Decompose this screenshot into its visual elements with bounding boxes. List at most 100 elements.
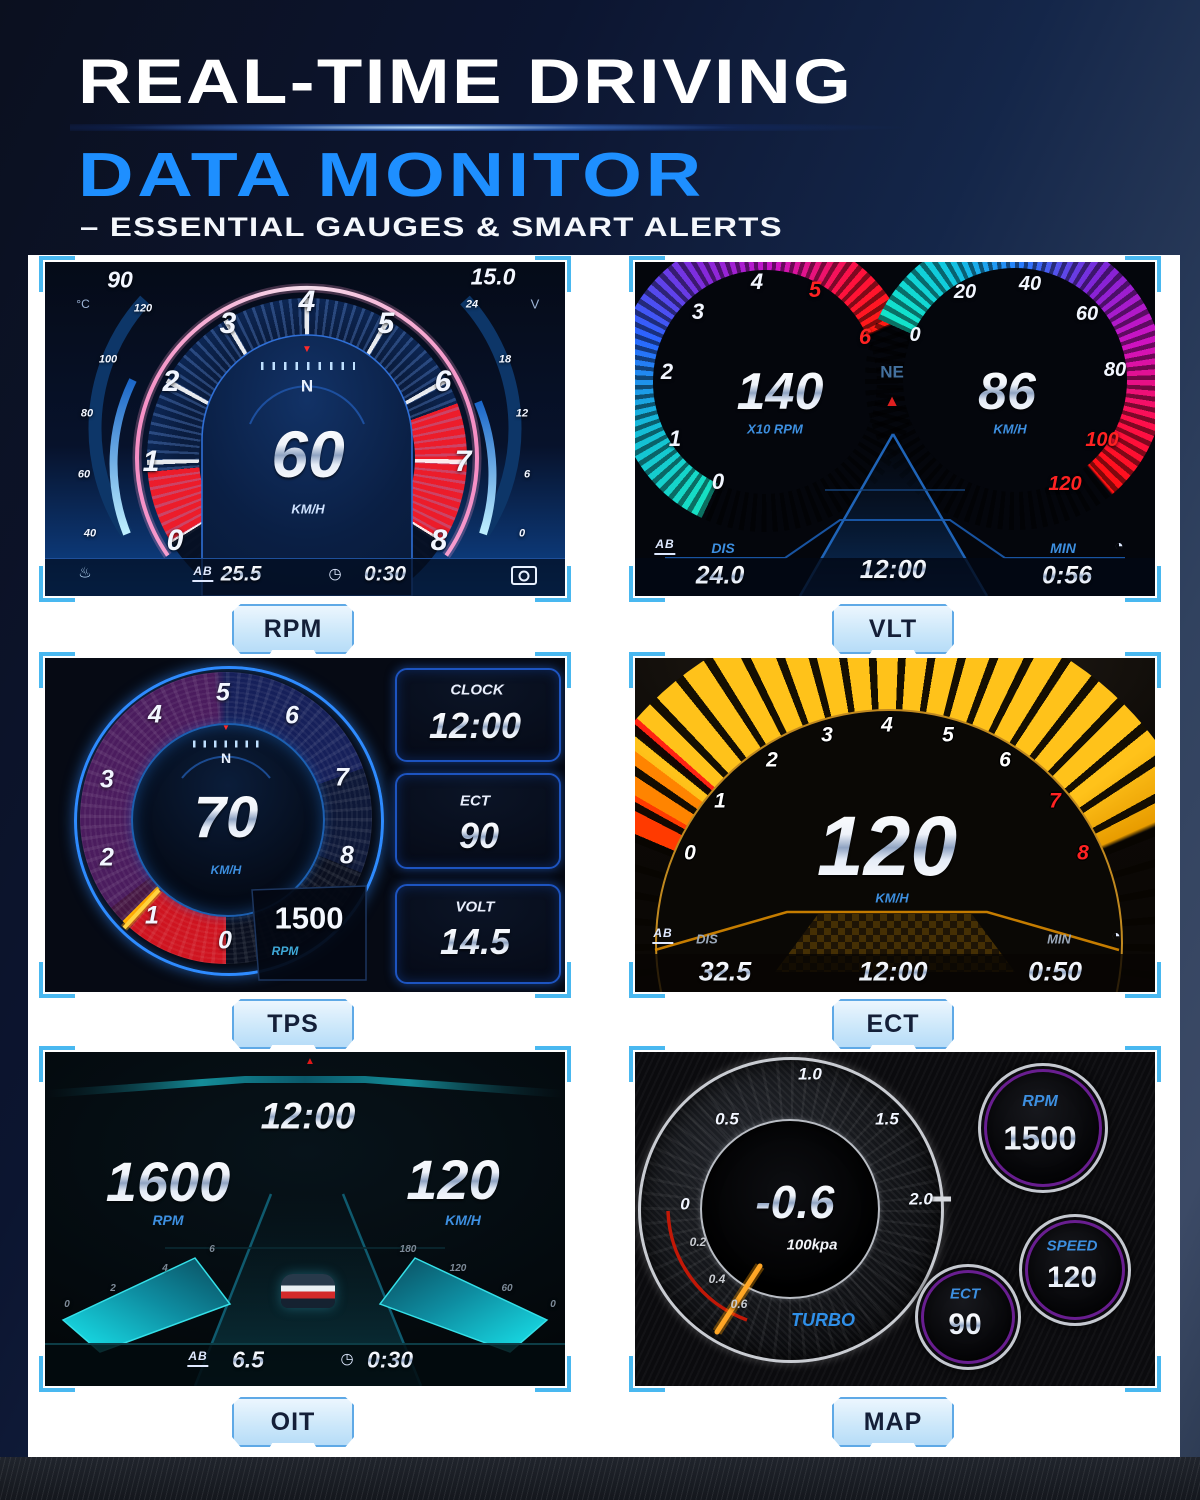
speed-number-100: 100 xyxy=(1085,429,1119,451)
min-label: MIN xyxy=(1047,931,1071,947)
dial-number-1: 1 xyxy=(714,789,726,813)
speed-scale-180: 180 xyxy=(399,1244,417,1255)
temp-gauge-fill xyxy=(109,378,137,536)
volt-max-value: 15.0 xyxy=(470,263,516,290)
volt-scale-12: 12 xyxy=(515,407,529,420)
dial-number-3: 3 xyxy=(100,765,114,794)
dial-number-0: 0 xyxy=(218,926,232,955)
badge-oit: OIT xyxy=(232,1397,354,1447)
drive-time-value: 0:30 xyxy=(363,562,407,586)
clock-value: 12:00 xyxy=(260,1095,356,1137)
gauge-icon: ◔ xyxy=(1111,927,1121,945)
tach-number-4: 4 xyxy=(298,285,316,318)
tach-number-7: 7 xyxy=(454,445,472,478)
rpm-scale-6: 6 xyxy=(209,1244,215,1255)
temp-scale-80: 80 xyxy=(80,407,94,420)
rpm-inset-unit: RPM xyxy=(271,944,299,958)
dial-number-7: 7 xyxy=(1049,789,1061,813)
speed-unit: KM/H xyxy=(875,890,909,906)
compass-pointer-icon: ▲ xyxy=(884,393,900,410)
badge-rpm: RPM xyxy=(232,604,354,654)
temp-unit: °C xyxy=(76,297,90,311)
vacuum-scale-0_6: 0.6 xyxy=(730,1297,748,1311)
dial-number-6: 6 xyxy=(285,701,299,730)
trip-value: 6.5 xyxy=(232,1346,264,1373)
status-bar-bg xyxy=(45,1344,565,1386)
speed-number-80: 80 xyxy=(1103,359,1127,381)
tach-number-3: 3 xyxy=(691,299,705,324)
trip-ab-icon: AB xyxy=(654,537,676,555)
temp-max-value: 90 xyxy=(107,266,133,293)
dial-number-4: 4 xyxy=(148,700,162,729)
mini-rpm-value: 1500 xyxy=(1003,1119,1077,1157)
compass-heading: N xyxy=(220,750,232,766)
scale-0: 0 xyxy=(680,1194,690,1214)
clock-value: 12:00 xyxy=(858,956,928,987)
tach-number-0: 0 xyxy=(166,524,184,557)
tach-number-6: 6 xyxy=(858,324,872,349)
subtitle: – ESSENTIAL GAUGES & SMART ALERTS xyxy=(80,212,783,242)
panel-tps-gauge: 0 1 2 3 4 5 6 7 8 ▼ N 70 KM/H 1500 RPM C… xyxy=(45,658,565,992)
speed-scale-60: 60 xyxy=(501,1283,513,1294)
coolant-temp-icon: ♨ xyxy=(78,564,92,582)
min-value: 0:50 xyxy=(1027,956,1083,987)
tile-clock-label: CLOCK xyxy=(450,681,504,699)
temp-scale-40: 40 xyxy=(83,527,97,540)
speed-number-20: 20 xyxy=(953,281,977,303)
clock-icon: ◷ xyxy=(328,565,342,583)
tach-number-6: 6 xyxy=(434,365,452,398)
panel-map-gauge: 0 0.5 1.0 1.5 2.0 0.2 0.4 0.6 -0.6 100kp… xyxy=(635,1052,1155,1386)
scale-1_0: 1.0 xyxy=(798,1064,822,1084)
compass-pointer-icon: ▲ xyxy=(305,1056,315,1067)
panel-rpm-gauge: 90 °C 120 100 80 60 40 15.0 V 24 18 12 6… xyxy=(45,262,565,596)
rpm-unit: RPM xyxy=(152,1212,184,1228)
speed-scale-0: 0 xyxy=(550,1299,556,1310)
tach-number-5: 5 xyxy=(808,277,822,302)
badge-vlt: VLT xyxy=(832,604,954,654)
volt-scale-0: 0 xyxy=(518,527,526,540)
mini-speed-value: 120 xyxy=(1046,1261,1098,1294)
speed-value: 120 xyxy=(406,1148,500,1211)
rpm-scale-2: 2 xyxy=(110,1283,116,1294)
tach-number-0: 0 xyxy=(711,469,725,494)
tach-unit: X10 RPM xyxy=(747,421,803,437)
tach-number-2: 2 xyxy=(660,359,674,384)
speed-value: 70 xyxy=(193,785,259,850)
mini-ect-label: ECT xyxy=(950,1285,980,1303)
speed-number-120: 120 xyxy=(1048,473,1082,495)
temp-scale-60: 60 xyxy=(77,468,91,481)
tach-number-4: 4 xyxy=(750,269,764,294)
scale-2_0: 2.0 xyxy=(909,1189,933,1209)
tile-volt-value: 14.5 xyxy=(439,921,511,962)
clock-icon: ◷ xyxy=(340,1350,354,1368)
volt-scale-24: 24 xyxy=(465,298,479,311)
dial-number-2: 2 xyxy=(100,843,114,872)
scale-1_5: 1.5 xyxy=(875,1109,899,1129)
speed-number-60: 60 xyxy=(1075,303,1099,325)
speed-unit: KM/H xyxy=(210,863,242,877)
rpm-scale-4: 4 xyxy=(162,1263,168,1274)
tile-clock-value: 12:00 xyxy=(428,705,522,746)
volt-scale-18: 18 xyxy=(498,353,512,366)
speed-value: 120 xyxy=(816,799,958,893)
speed-number-0: 0 xyxy=(909,324,921,346)
dial-number-5: 5 xyxy=(216,678,230,707)
tile-ect-label: ECT xyxy=(460,792,490,810)
speed-unit: KM/H xyxy=(445,1212,481,1228)
dial-number-4: 4 xyxy=(881,713,893,737)
speed-unit: KM/H xyxy=(291,501,325,517)
trip-ab-icon: AB xyxy=(187,1349,209,1367)
turbo-unit: 100kpa xyxy=(786,1236,838,1254)
dial-number-0: 0 xyxy=(684,841,696,865)
badge-ect: ECT xyxy=(832,999,954,1049)
dial-number-8: 8 xyxy=(340,841,354,870)
drive-time-value: 0:30 xyxy=(366,1346,414,1373)
volt-unit: V xyxy=(530,296,540,312)
tach-number-5: 5 xyxy=(377,307,395,340)
dial-number-7: 7 xyxy=(335,763,349,792)
dial-number-2: 2 xyxy=(766,748,778,772)
light-streak-divider xyxy=(70,124,1000,131)
temp-scale-100: 100 xyxy=(98,353,118,366)
compass-heading: N xyxy=(300,376,314,396)
compass-pointer-icon: ▼ xyxy=(302,344,312,355)
